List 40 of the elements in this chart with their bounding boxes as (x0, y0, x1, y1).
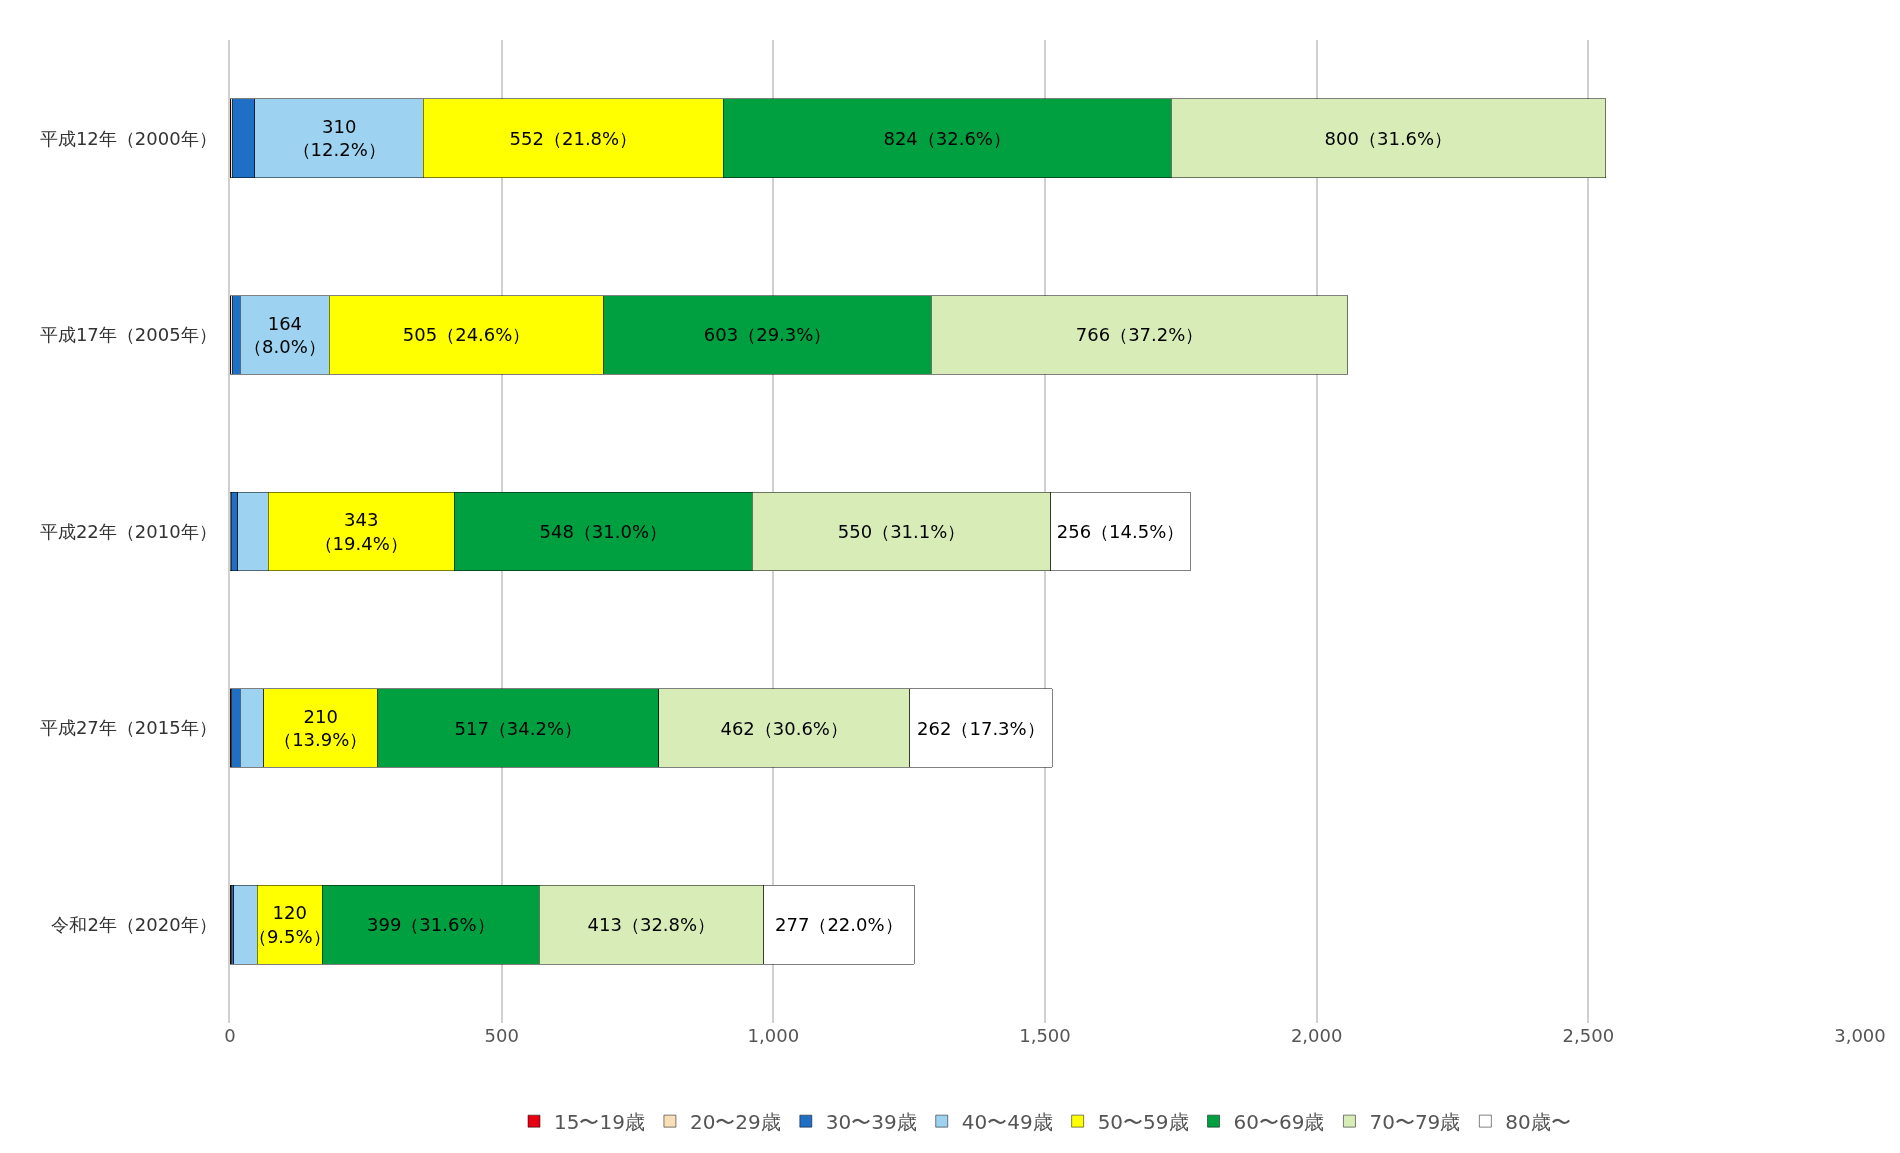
data-label: 766（37.2%） (1075, 324, 1204, 346)
x-tick-label: 2,000 (1290, 1025, 1343, 1046)
y-tick-label: 平成12年（2000年） (39, 127, 217, 149)
data-label: 310 （12.2%） (292, 116, 386, 161)
legend-label: 40〜49歳 (961, 1109, 1053, 1134)
x-tick-label: 1,500 (1019, 1025, 1071, 1046)
y-tick-label: 平成22年（2010年） (39, 520, 217, 542)
legend-label: 80歳〜 (1505, 1109, 1571, 1134)
data-label: 824（32.6%） (883, 127, 1011, 149)
data-label: 517（34.2%） (454, 717, 583, 739)
x-tick-label: 0 (224, 1025, 236, 1046)
legend-label: 15〜19歳 (554, 1109, 645, 1134)
y-tick-label: 平成27年（2015年） (39, 717, 217, 739)
x-tick-label: 500 (484, 1025, 519, 1046)
data-label: 262（17.3%） (917, 717, 1045, 739)
data-label: 800（31.6%） (1324, 127, 1453, 149)
data-label: 343 （19.4%） (314, 509, 408, 554)
data-label: 548（31.0%） (539, 521, 668, 542)
legend-label: 50〜59歳 (1097, 1109, 1189, 1134)
legend-label: 30〜39歳 (825, 1109, 917, 1134)
data-label: 277（22.0%） (775, 914, 903, 936)
data-label: 505（24.6%） (402, 324, 531, 346)
legend-label: 70〜79歳 (1369, 1109, 1461, 1134)
data-label: 413（32.8%） (587, 914, 716, 936)
x-tick-label: 2,500 (1562, 1025, 1615, 1046)
legend-label: 20〜29歳 (689, 1109, 781, 1134)
data-label: 462（30.6%） (720, 717, 848, 739)
data-label: 552（21.8%） (509, 127, 638, 149)
data-label: 256（14.5%） (1056, 521, 1185, 542)
data-label: 603（29.3%） (703, 324, 832, 346)
legend-label: 60〜69歳 (1233, 1109, 1325, 1134)
data-label: 550（31.1%） (837, 521, 966, 542)
y-tick-label: 平成17年（2005年） (39, 324, 217, 346)
x-tick-label: 1,000 (747, 1025, 800, 1046)
y-tick-label: 令和2年（2020年） (51, 914, 217, 935)
data-label: 120 （9.5%） (248, 902, 331, 947)
x-tick-label: 3,000 (1834, 1025, 1886, 1046)
data-label: 164 （8.0%） (244, 312, 326, 358)
data-label: 399（31.6%） (366, 914, 495, 936)
data-label: 210 （13.9%） (274, 705, 368, 751)
